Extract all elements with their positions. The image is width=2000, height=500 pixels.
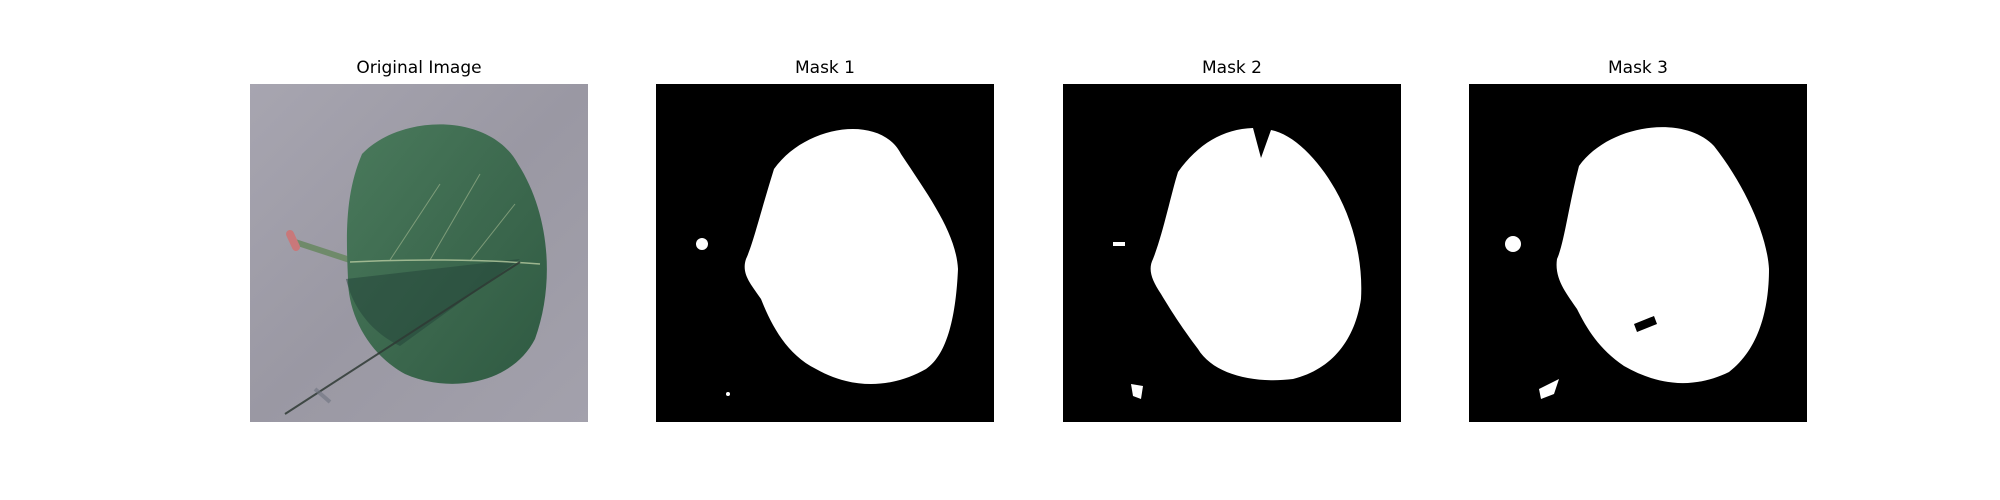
mask-image [656, 84, 994, 422]
panel-mask-2: Mask 2 [1063, 0, 1401, 500]
panel-title: Mask 1 [656, 58, 994, 78]
panel-title: Mask 3 [1469, 58, 1807, 78]
panel-mask-1: Mask 1 [656, 0, 994, 500]
mask-image [1063, 84, 1401, 422]
panel-mask-3: Mask 3 [1469, 0, 1807, 500]
panel-title: Mask 2 [1063, 58, 1401, 78]
panel-original: Original Image [250, 0, 588, 500]
original-image [250, 84, 588, 422]
panel-title: Original Image [250, 58, 588, 78]
mask-image [1469, 84, 1807, 422]
